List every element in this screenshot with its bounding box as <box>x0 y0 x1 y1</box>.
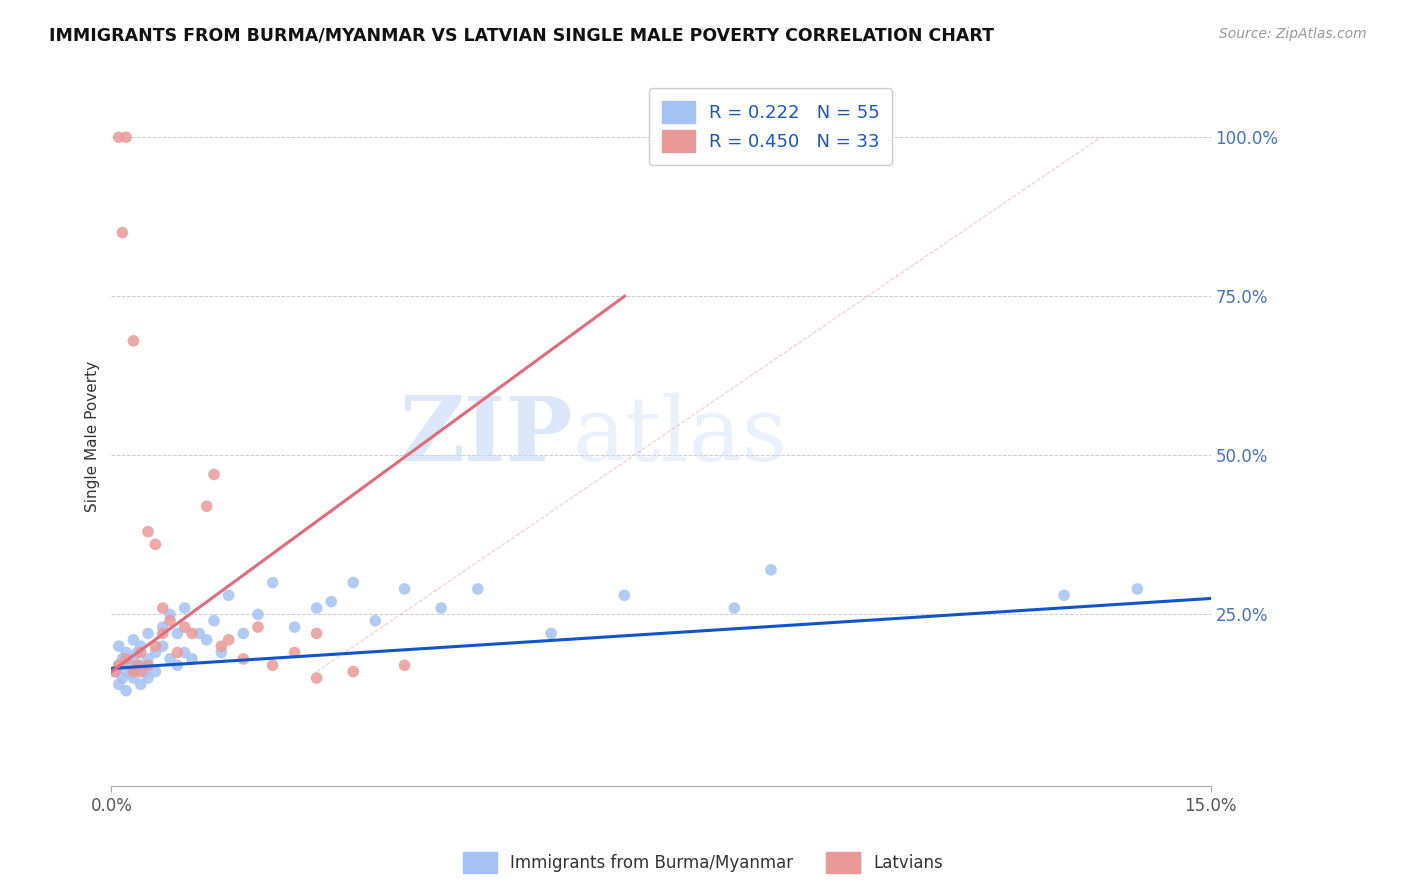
Point <box>145 537 167 551</box>
Point <box>181 626 204 640</box>
Point <box>305 626 328 640</box>
Point <box>145 665 167 679</box>
Point <box>122 652 145 666</box>
Point <box>136 524 159 539</box>
Text: Source: ZipAtlas.com: Source: ZipAtlas.com <box>1219 27 1367 41</box>
Point <box>129 639 152 653</box>
Point <box>107 658 129 673</box>
Point <box>122 665 145 679</box>
Point <box>125 658 148 673</box>
Point <box>305 601 328 615</box>
Point <box>111 671 134 685</box>
Point <box>188 626 211 640</box>
Point <box>111 652 134 666</box>
Point <box>136 671 159 685</box>
Point <box>232 626 254 640</box>
Point <box>111 226 134 240</box>
Point <box>321 595 343 609</box>
Point <box>152 639 174 653</box>
Point <box>159 607 181 622</box>
Point <box>104 665 127 679</box>
Point <box>107 130 129 145</box>
Point <box>104 665 127 679</box>
Point <box>181 652 204 666</box>
Point <box>218 632 240 647</box>
Point <box>232 652 254 666</box>
Point <box>136 658 159 673</box>
Point <box>159 652 181 666</box>
Text: atlas: atlas <box>574 392 789 480</box>
Point <box>262 658 284 673</box>
Text: IMMIGRANTS FROM BURMA/MYANMAR VS LATVIAN SINGLE MALE POVERTY CORRELATION CHART: IMMIGRANTS FROM BURMA/MYANMAR VS LATVIAN… <box>49 27 994 45</box>
Point <box>305 671 328 685</box>
Point <box>125 646 148 660</box>
Point <box>159 614 181 628</box>
Point <box>115 683 138 698</box>
Point <box>613 588 636 602</box>
Point <box>173 646 195 660</box>
Point <box>1053 588 1076 602</box>
Point <box>115 665 138 679</box>
Point <box>166 646 188 660</box>
Point <box>134 665 156 679</box>
Point <box>118 658 141 673</box>
Point <box>246 607 269 622</box>
Legend: R = 0.222   N = 55, R = 0.450   N = 33: R = 0.222 N = 55, R = 0.450 N = 33 <box>650 88 893 165</box>
Point <box>115 646 138 660</box>
Point <box>284 646 307 660</box>
Point <box>467 582 489 596</box>
Point <box>262 575 284 590</box>
Point <box>218 588 240 602</box>
Point <box>152 626 174 640</box>
Point <box>202 614 225 628</box>
Point <box>209 639 232 653</box>
Legend: Immigrants from Burma/Myanmar, Latvians: Immigrants from Burma/Myanmar, Latvians <box>457 846 949 880</box>
Point <box>166 658 188 673</box>
Point <box>122 665 145 679</box>
Point <box>723 601 745 615</box>
Point <box>195 632 218 647</box>
Point <box>115 652 138 666</box>
Point <box>122 671 145 685</box>
Point <box>107 658 129 673</box>
Point <box>364 614 387 628</box>
Point <box>152 601 174 615</box>
Point <box>246 620 269 634</box>
Point <box>173 601 195 615</box>
Point <box>430 601 453 615</box>
Point <box>129 646 152 660</box>
Point <box>115 130 138 145</box>
Point <box>342 665 364 679</box>
Point <box>145 639 167 653</box>
Point <box>129 677 152 691</box>
Point <box>166 626 188 640</box>
Point <box>342 575 364 590</box>
Point <box>540 626 562 640</box>
Point <box>152 620 174 634</box>
Point <box>136 652 159 666</box>
Text: ZIP: ZIP <box>399 392 574 480</box>
Point <box>122 334 145 348</box>
Point <box>284 620 307 634</box>
Point <box>394 582 416 596</box>
Point <box>759 563 782 577</box>
Point <box>107 677 129 691</box>
Point <box>122 632 145 647</box>
Point <box>209 646 232 660</box>
Point <box>145 646 167 660</box>
Point <box>136 626 159 640</box>
Point <box>394 658 416 673</box>
Point <box>1126 582 1149 596</box>
Point <box>173 620 195 634</box>
Y-axis label: Single Male Poverty: Single Male Poverty <box>86 360 100 512</box>
Point <box>202 467 225 482</box>
Point <box>107 639 129 653</box>
Point <box>129 658 152 673</box>
Point <box>195 500 218 514</box>
Point <box>129 665 152 679</box>
